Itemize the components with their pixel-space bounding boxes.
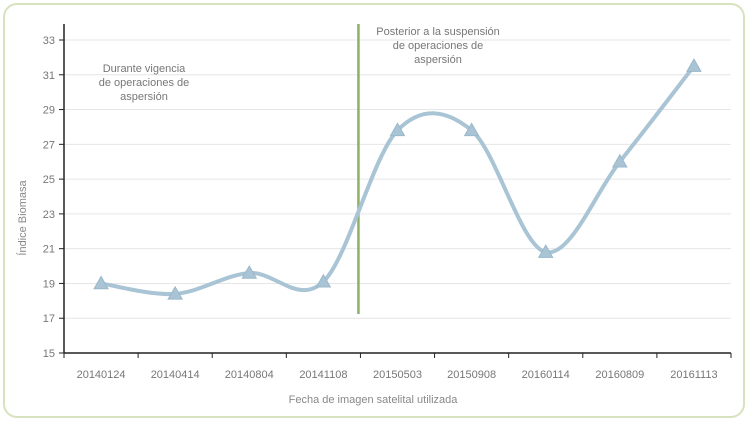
data-markers [93, 58, 702, 300]
x-tick-label: 20140414 [151, 369, 200, 381]
grid-lines [64, 39, 731, 319]
x-tick-label: 20140804 [225, 369, 274, 381]
y-axis-title: Índice Biomasa [16, 180, 29, 256]
data-point-marker [241, 265, 258, 279]
annotation-line: aspersión [414, 54, 462, 66]
y-tick-label: 25 [43, 174, 55, 186]
y-tick-label: 23 [43, 209, 55, 221]
data-point-marker [389, 122, 406, 137]
x-tick-label: 20150908 [447, 369, 496, 381]
data-point-marker [93, 275, 109, 290]
y-tick-label: 29 [43, 105, 55, 117]
annotation-line: Posterior a la suspensión [376, 26, 500, 38]
x-tick-label: 20160114 [522, 369, 570, 381]
x-tick-label: 20141108 [299, 369, 347, 381]
data-point-marker [167, 285, 184, 300]
x-tick-label: 20140124 [77, 369, 126, 381]
data-point-marker [611, 153, 628, 168]
data-point-marker [463, 122, 480, 137]
y-tick-label: 17 [43, 313, 55, 325]
annotations: Durante vigencia de operaciones de aspersi… [99, 26, 500, 103]
series-line [99, 64, 696, 297]
data-point-marker [315, 273, 332, 288]
data-point-marker [537, 244, 554, 258]
x-axis-title: Fecha de imagen satelital utilizada [289, 394, 459, 406]
chart-frame [3, 3, 745, 418]
y-tick-labels: 15 17 19 21 23 25 27 29 31 33 [43, 35, 64, 360]
annotation-line: de operaciones de [393, 40, 484, 52]
annotation-line: de operaciones de [99, 77, 190, 89]
y-tick-label: 31 [43, 70, 55, 82]
data-point-marker [686, 58, 702, 72]
annotation-line: aspersión [120, 91, 168, 103]
series-path [99, 64, 696, 297]
x-tick-label: 20150503 [373, 369, 422, 381]
x-tick-label: 20161113 [670, 369, 717, 381]
y-tick-label: 19 [43, 278, 55, 290]
x-tick-label: 20160809 [595, 369, 644, 381]
annotation-line: Durante vigencia [103, 63, 186, 75]
y-tick-label: 21 [43, 244, 55, 256]
y-tick-label: 15 [43, 348, 55, 360]
axes [63, 24, 731, 354]
y-tick-label: 33 [43, 35, 55, 47]
x-tick-labels: 20140124 20140414 20140804 20141108 20150503… [63, 353, 732, 381]
y-tick-label: 27 [43, 139, 55, 151]
